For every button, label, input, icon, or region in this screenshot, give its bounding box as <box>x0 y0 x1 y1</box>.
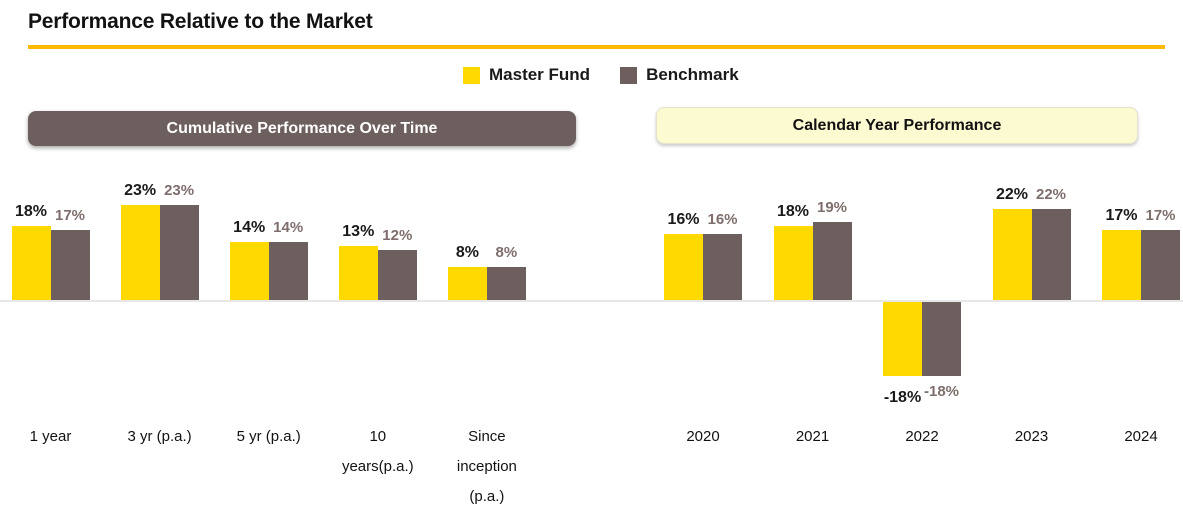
value-label-master-fund: 23% <box>124 182 157 199</box>
value-label-master-fund: 8% <box>455 244 479 261</box>
bar-master-fund <box>447 267 487 300</box>
bar-master-fund <box>992 209 1032 300</box>
bar-master-fund <box>11 226 51 300</box>
value-label-benchmark: 17% <box>1145 207 1176 224</box>
category-label: Since inception (p.a.) <box>456 428 517 505</box>
bar-benchmark <box>703 234 742 300</box>
bar-group-2020: 16% 16% 2020 <box>662 0 744 517</box>
value-label-benchmark: 12% <box>382 227 413 244</box>
bar-benchmark <box>50 230 90 300</box>
bar-group-2021: 18% 19% 2021 <box>772 0 854 517</box>
legend-item-benchmark: Benchmark <box>620 65 739 85</box>
category-label: 2020 <box>686 428 720 445</box>
bar-master-fund <box>229 242 269 300</box>
bar-group-1-year: 18% 17% 1 year <box>10 0 92 517</box>
value-label-master-fund: 14% <box>233 219 266 236</box>
category-label: 3 yr (p.a.) <box>127 428 192 445</box>
master-fund-swatch-icon <box>463 66 480 84</box>
legend-item-master-fund: Master Fund <box>463 65 590 85</box>
bar-benchmark <box>268 242 308 300</box>
bar-benchmark <box>812 222 852 300</box>
title-underline <box>28 45 1165 49</box>
category-label: 2024 <box>1124 428 1158 445</box>
page-title: Performance Relative to the Market <box>28 10 373 33</box>
category-label: 5 yr (p.a.) <box>236 428 301 445</box>
bar-group-3-yr-p-a: 23% 23% 3 yr (p.a.) <box>119 0 201 517</box>
value-label-master-fund: 18% <box>14 203 48 220</box>
value-label-master-fund: 17% <box>1105 207 1138 224</box>
category-label: 2022 <box>905 428 939 445</box>
value-label-master-fund: 22% <box>995 186 1029 203</box>
bar-master-fund <box>1102 230 1141 300</box>
benchmark-swatch-icon <box>620 66 638 84</box>
value-label-master-fund: -18% <box>883 389 922 406</box>
value-label-master-fund: 13% <box>342 223 375 240</box>
bar-benchmark <box>1141 230 1180 300</box>
legend-label-benchmark: Benchmark <box>646 65 739 84</box>
bar-group-10-years-p-a: 13% 12% 10 years(p.a.) <box>337 0 419 517</box>
bar-master-fund <box>883 302 922 376</box>
section-header-cumulative-performance: Cumulative Performance Over Time <box>28 111 576 146</box>
bar-benchmark <box>922 302 961 376</box>
value-label-benchmark: -18% <box>923 383 960 400</box>
bar-group-2023: 22% 22% 2023 <box>991 0 1073 517</box>
value-label-master-fund: 16% <box>667 211 700 228</box>
category-label: 10 years(p.a.) <box>341 428 414 475</box>
section-header-calendar-year-performance: Calendar Year Performance <box>656 107 1138 144</box>
category-label: 1 year <box>29 428 72 445</box>
bar-group-2022: -18% -18% 2022 <box>881 0 963 517</box>
bar-benchmark <box>159 205 199 300</box>
chart-legend: Master Fund Benchmark <box>463 65 739 85</box>
category-label: 2021 <box>795 428 830 445</box>
bar-benchmark <box>486 267 526 300</box>
bar-benchmark <box>377 250 417 300</box>
value-label-benchmark: 19% <box>816 199 848 216</box>
bar-group-2024: 17% 17% 2024 <box>1100 0 1182 517</box>
bar-group-since-inception-p-a: 8% 8% Since inception (p.a.) <box>446 0 528 517</box>
value-label-benchmark: 17% <box>54 207 86 224</box>
value-label-benchmark: 16% <box>707 211 738 228</box>
bar-group-5-yr-p-a: 14% 14% 5 yr (p.a.) <box>228 0 310 517</box>
bar-benchmark <box>1031 209 1071 300</box>
bar-master-fund <box>338 246 378 300</box>
bar-master-fund <box>773 226 813 300</box>
value-label-benchmark: 23% <box>164 182 195 199</box>
value-label-benchmark: 8% <box>495 244 518 261</box>
category-label: 2023 <box>1014 428 1049 445</box>
bar-master-fund <box>120 205 160 300</box>
bar-master-fund <box>664 234 703 300</box>
x-axis-line <box>0 300 1183 302</box>
value-label-benchmark: 14% <box>273 219 304 236</box>
legend-label-master-fund: Master Fund <box>489 65 591 84</box>
value-label-master-fund: 18% <box>776 203 810 220</box>
value-label-benchmark: 22% <box>1035 186 1067 203</box>
